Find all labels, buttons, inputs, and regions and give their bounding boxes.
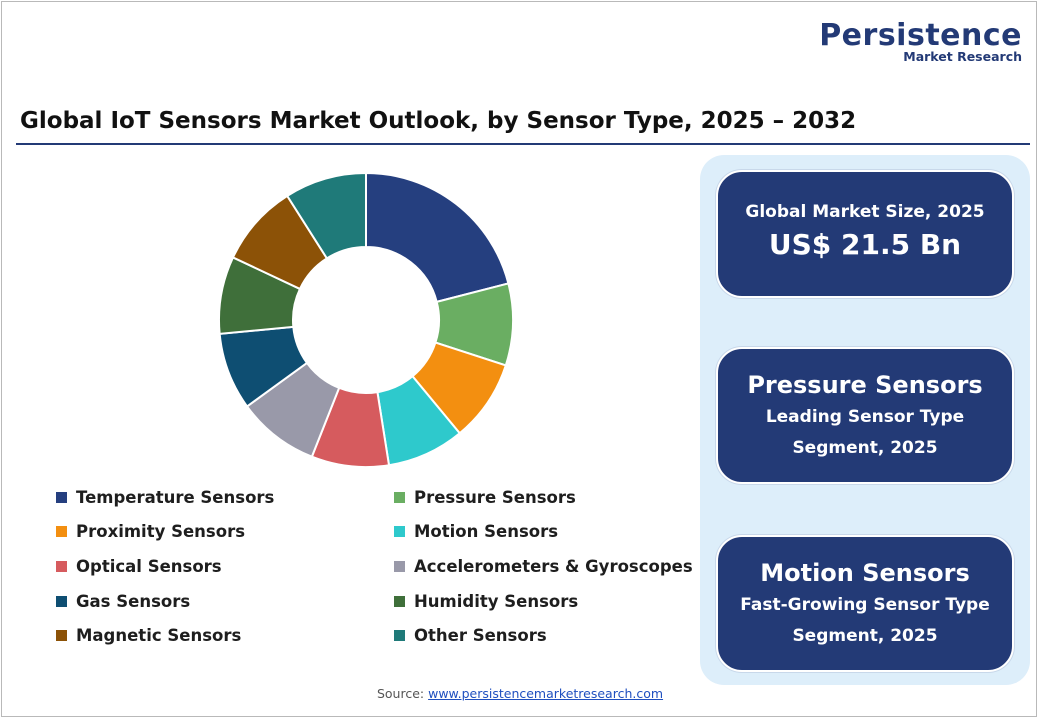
chart-legend: Temperature Sensors Pressure Sensors Proxi… [56, 480, 696, 653]
legend-item: Accelerometers & Gyroscopes [394, 549, 694, 584]
legend-swatch [394, 491, 405, 503]
legend-item: Motion Sensors [394, 515, 694, 550]
fastest-segment-card: Motion Sensors Fast-Growing Sensor Type … [716, 535, 1014, 672]
legend-swatch [56, 491, 67, 503]
brand-name: Persistence [819, 18, 1022, 53]
legend-label: Proximity Sensors [76, 522, 246, 542]
source-note: Source: www.persistencemarketresearch.co… [0, 686, 1040, 701]
legend-item: Pressure Sensors [394, 480, 694, 515]
legend-label: Temperature Sensors [76, 487, 275, 507]
legend-label: Accelerometers & Gyroscopes [414, 556, 693, 576]
source-label: Source: [376, 686, 425, 701]
legend-swatch [394, 595, 405, 607]
leading-segment-line1: Leading Sensor Type [765, 407, 965, 427]
legend-label: Pressure Sensors [414, 487, 576, 507]
legend-label: Magnetic Sensors [76, 626, 242, 646]
donut-chart [218, 171, 514, 468]
legend-item: Temperature Sensors [56, 480, 394, 515]
legend-item: Humidity Sensors [394, 584, 694, 619]
legend-label: Other Sensors [414, 626, 547, 646]
legend-swatch [56, 526, 67, 538]
market-size-card: Global Market Size, 2025 US$ 21.5 Bn [716, 170, 1014, 298]
brand-logo[interactable]: Persistence Market Research [819, 20, 1022, 64]
legend-item: Proximity Sensors [56, 515, 394, 550]
legend-swatch [56, 560, 67, 572]
legend-swatch [394, 630, 405, 642]
leading-segment-line2: Segment, 2025 [792, 438, 938, 458]
leading-segment-name: Pressure Sensors [747, 371, 983, 399]
legend-swatch [394, 526, 405, 538]
source-link[interactable]: www.persistencemarketresearch.com [428, 686, 664, 701]
legend-item: Other Sensors [394, 618, 694, 653]
legend-swatch [56, 595, 67, 607]
legend-item: Optical Sensors [56, 549, 394, 584]
legend-label: Humidity Sensors [414, 591, 579, 611]
fastest-segment-name: Motion Sensors [760, 559, 970, 587]
donut-slice-temperature-sensors [365, 171, 510, 304]
fastest-segment-line2: Segment, 2025 [792, 626, 938, 646]
legend-swatch [394, 560, 405, 572]
legend-label: Optical Sensors [76, 556, 222, 576]
brand-subtitle: Market Research [903, 49, 1022, 64]
chart-title: Global IoT Sensors Market Outlook, by Se… [20, 108, 857, 134]
legend-label: Gas Sensors [76, 591, 191, 611]
legend-swatch [56, 630, 67, 642]
legend-label: Motion Sensors [414, 522, 559, 542]
title-divider [16, 143, 1030, 145]
legend-item: Gas Sensors [56, 584, 394, 619]
leading-segment-card: Pressure Sensors Leading Sensor Type Seg… [716, 347, 1014, 484]
legend-item: Magnetic Sensors [56, 618, 394, 653]
fastest-segment-line1: Fast-Growing Sensor Type [740, 595, 990, 615]
market-size-value: US$ 21.5 Bn [768, 228, 962, 261]
market-size-label: Global Market Size, 2025 [745, 202, 985, 222]
donut-slice-other-sensors [285, 171, 367, 260]
